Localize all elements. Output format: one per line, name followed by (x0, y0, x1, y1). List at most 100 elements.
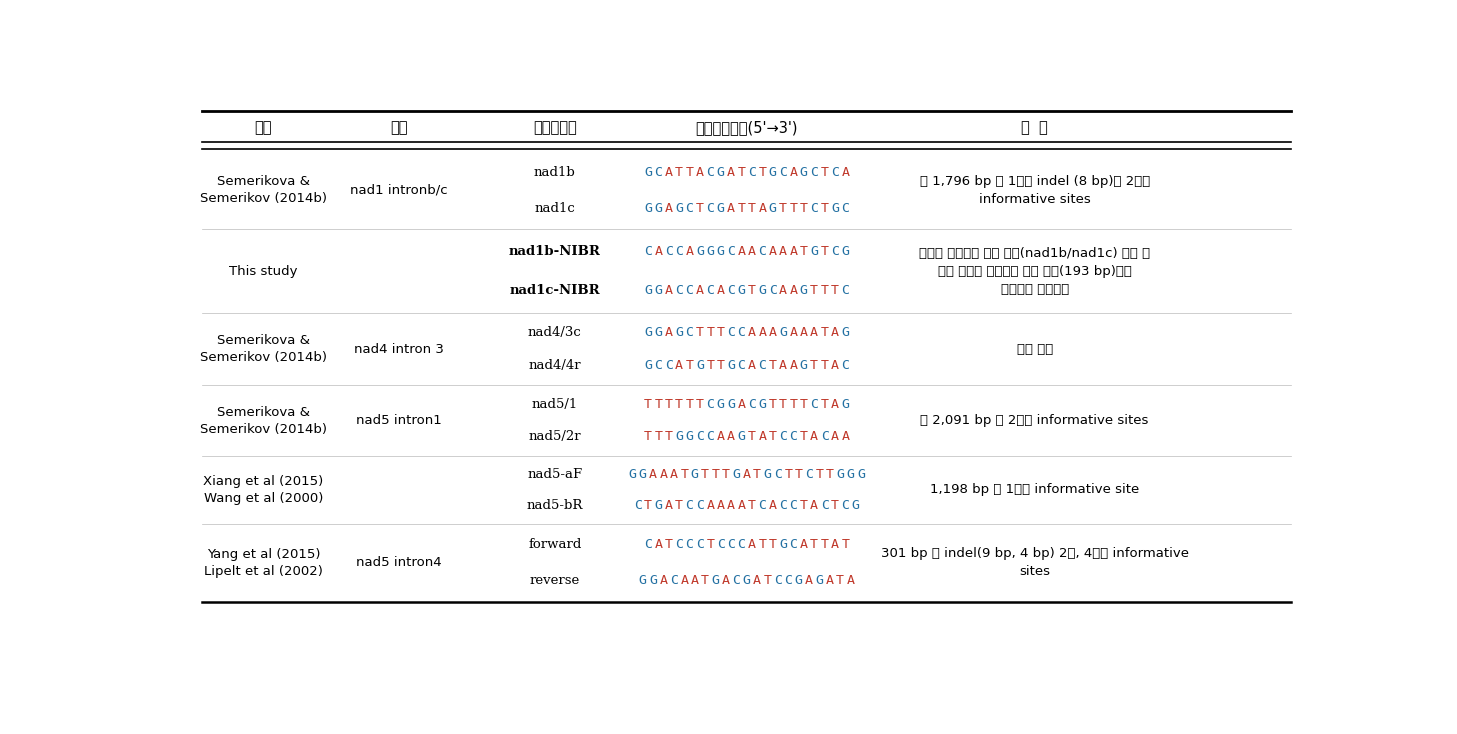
Text: C: C (806, 468, 813, 481)
Text: C: C (675, 245, 683, 258)
Text: C: C (810, 202, 819, 215)
Text: G: G (644, 166, 653, 179)
Text: C: C (737, 360, 746, 372)
Text: G: G (686, 430, 694, 443)
Text: 증폭의 용이성을 위해 상기(nad1b/nad1c) 서열 중
변이 구간을 포함하는 짧은 서열(193 bp)만을
증폭하는 프라이머: 증폭의 용이성을 위해 상기(nad1b/nad1c) 서열 중 변이 구간을 … (919, 247, 1150, 296)
Text: G: G (727, 398, 736, 411)
Text: T: T (800, 398, 807, 411)
Text: nad5-bR: nad5-bR (526, 499, 583, 512)
Text: T: T (664, 539, 673, 551)
Text: T: T (707, 326, 714, 339)
Text: G: G (644, 202, 653, 215)
Text: T: T (800, 430, 807, 443)
Text: T: T (779, 398, 787, 411)
Text: A: A (650, 468, 657, 481)
Text: C: C (774, 574, 782, 587)
Text: G: G (733, 468, 740, 481)
Text: C: C (644, 539, 653, 551)
Text: nad4/3c: nad4/3c (527, 326, 581, 339)
Text: T: T (810, 360, 819, 372)
Text: G: G (711, 574, 720, 587)
Text: G: G (758, 284, 766, 297)
Text: C: C (717, 539, 724, 551)
Text: G: G (737, 284, 746, 297)
Text: T: T (747, 202, 756, 215)
Text: T: T (826, 468, 833, 481)
Text: C: C (707, 284, 714, 297)
Text: 프라이머명: 프라이머명 (533, 120, 577, 135)
Text: T: T (717, 360, 724, 372)
Text: T: T (810, 539, 819, 551)
Text: A: A (810, 499, 819, 512)
Text: G: G (836, 468, 844, 481)
Text: C: C (820, 430, 829, 443)
Text: A: A (691, 574, 699, 587)
Text: A: A (675, 360, 683, 372)
Text: G: G (800, 284, 807, 297)
Text: T: T (711, 468, 720, 481)
Text: nad1 intronb/c: nad1 intronb/c (350, 184, 447, 197)
Text: G: G (800, 166, 807, 179)
Text: C: C (810, 398, 819, 411)
Text: A: A (727, 430, 736, 443)
Text: G: G (769, 202, 777, 215)
Text: G: G (654, 284, 663, 297)
Text: T: T (654, 398, 663, 411)
Text: T: T (820, 284, 829, 297)
Text: G: G (696, 245, 704, 258)
Text: A: A (800, 539, 807, 551)
Text: C: C (686, 539, 694, 551)
Text: G: G (841, 245, 849, 258)
Text: C: C (727, 539, 736, 551)
Text: nad4/4r: nad4/4r (529, 360, 581, 372)
Text: T: T (820, 398, 829, 411)
Text: T: T (800, 245, 807, 258)
Text: C: C (790, 499, 797, 512)
Text: A: A (790, 360, 797, 372)
Text: C: C (758, 360, 766, 372)
Text: G: G (852, 499, 860, 512)
Text: T: T (701, 574, 710, 587)
Text: A: A (737, 398, 746, 411)
Text: A: A (717, 430, 724, 443)
Text: T: T (810, 284, 819, 297)
Text: A: A (696, 166, 704, 179)
Text: T: T (686, 360, 694, 372)
Text: C: C (696, 499, 704, 512)
Text: A: A (826, 574, 833, 587)
Text: C: C (664, 245, 673, 258)
Text: A: A (664, 202, 673, 215)
Text: G: G (847, 468, 855, 481)
Text: A: A (830, 539, 839, 551)
Text: G: G (857, 468, 865, 481)
Text: G: G (794, 574, 803, 587)
Text: C: C (779, 166, 787, 179)
Text: C: C (696, 430, 704, 443)
Text: T: T (686, 398, 694, 411)
Text: This study: This study (229, 265, 297, 277)
Text: C: C (696, 539, 704, 551)
Text: T: T (758, 166, 766, 179)
Text: T: T (800, 202, 807, 215)
Text: G: G (717, 245, 724, 258)
Text: A: A (664, 284, 673, 297)
Text: T: T (769, 360, 777, 372)
Text: A: A (686, 245, 694, 258)
Text: C: C (733, 574, 740, 587)
Text: C: C (841, 284, 849, 297)
Text: 프라이머서열(5'→3'): 프라이머서열(5'→3') (695, 120, 798, 135)
Text: G: G (650, 574, 657, 587)
Text: T: T (654, 430, 663, 443)
Text: G: G (779, 539, 787, 551)
Text: G: G (743, 574, 750, 587)
Text: A: A (670, 468, 678, 481)
Text: C: C (774, 468, 782, 481)
Text: C: C (747, 166, 756, 179)
Text: A: A (810, 326, 819, 339)
Text: C: C (686, 499, 694, 512)
Text: G: G (830, 202, 839, 215)
Text: C: C (675, 284, 683, 297)
Text: Semerikova &
Semerikov (2014b): Semerikova & Semerikov (2014b) (200, 406, 326, 436)
Text: C: C (634, 499, 641, 512)
Text: A: A (680, 574, 688, 587)
